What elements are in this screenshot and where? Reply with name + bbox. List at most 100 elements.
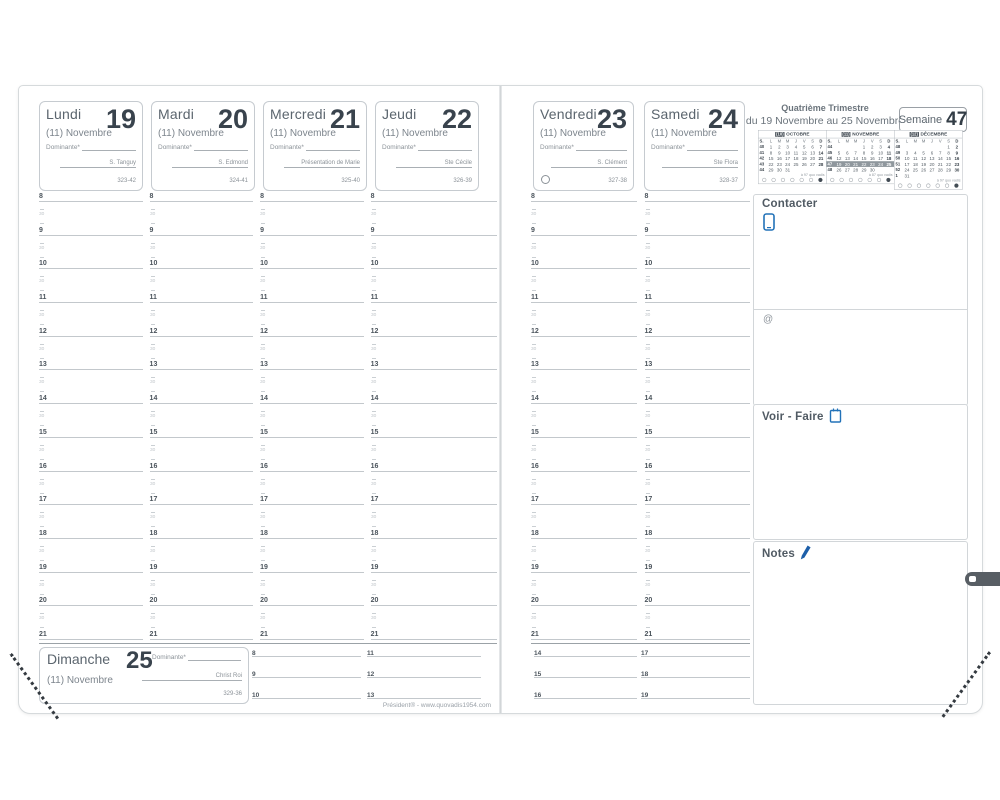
hour-label: 14 [39,395,47,403]
day-cell: 14 [853,155,859,161]
quarter-tick [150,512,155,514]
week-number: 40 [759,144,765,150]
day-cell: 23 [954,161,960,167]
moon-phase-row [895,183,963,189]
dominante-field: Dominante* [152,654,241,661]
quarter-tick [532,478,536,480]
sunday-hour-row-11: 11 [367,650,481,673]
day-cell: 24 [878,161,884,167]
hour-row-9: 9 30 [531,227,637,263]
day-cell: 7 [819,144,823,150]
saint-line [284,167,360,168]
half-hour-label: 30 [260,380,266,386]
saint-line [172,167,248,168]
half-hour-label: 30 [149,582,155,588]
hour-label: 15 [531,428,539,436]
hour-label: 19 [260,563,268,571]
calendar-week-row-40: 40 1 2 3 4 5 6 7 [759,144,827,150]
day-cell: 27 [929,167,935,173]
quarter-tick [371,276,376,278]
hour-column-lundi: 8 30 9 30 10 30 11 30 12 30 13 30 14 30 15 30 16 30 17 30 18… [39,193,143,643]
saint-name: Ste Cécile [444,160,472,166]
quarter-tick [150,444,155,446]
day-cell: 16 [954,155,960,161]
quarter-tick [40,444,44,446]
day-cell: 13 [929,155,935,161]
quarter-tick [645,290,650,292]
hour-label: 10 [370,260,379,268]
week-number: 45 [827,150,833,155]
right-page-day-headers: Vendredi 23 (11) Novembre Dominante* S. Clém… [533,101,745,191]
quarter-tick [371,357,376,359]
quarter-tick [261,223,266,224]
hour-label: 12 [260,327,268,335]
saint-of-day: S. Tanguy 323-42 [60,160,136,187]
calendar-week-row-50: 50 10 11 12 13 14 15 16 [895,155,963,161]
half-hour-label: 30 [260,616,266,622]
hour-label: 8 [149,193,154,200]
day-cell: 27 [844,167,850,173]
contacter-section: Contacter @ [753,194,968,406]
hour-label: 9 [252,671,256,678]
day-header-lundi: Lundi 19 (11) Novembre Dominante* S. Tanguy 3… [39,101,143,191]
quarter-tick [261,209,266,210]
half-hour-label: 30 [260,212,266,217]
hour-row-20: 20 30 [149,597,254,633]
day-cell: 21 [853,161,859,167]
quarter-tick [371,377,376,379]
quarter-tick [261,444,266,446]
half-hour-label: 30 [260,414,266,419]
day-month: (11) Novembre [382,127,448,139]
day-cell: 1 [769,144,773,150]
day-cell: 18 [886,155,892,161]
quarter-tick [645,310,650,312]
hour-label: 8 [260,193,264,200]
quarter-tick [40,512,44,514]
day-number: 23 [596,104,627,134]
quarter-tick [532,209,536,210]
half-hour-label: 30 [149,279,155,285]
day-number: 24 [707,104,738,134]
day-cell: 8 [769,150,773,156]
quarter-tick [150,458,155,460]
day-cell: 3 [905,150,909,156]
day-title-row: Samedi 24 [651,104,738,134]
hour-row-11: 11 30 [260,294,364,330]
hour-label: 19 [39,563,47,571]
hour-label: 16 [370,462,379,470]
day-header-mercredi: Mercredi 21 (11) Novembre Dominante* Présent… [263,101,367,191]
quarter-tick [532,276,536,278]
quarter-tick [371,579,376,581]
saint-name: S. Edmond [218,160,248,166]
half-hour-label: 30 [39,313,45,318]
quarter-tick [371,512,376,514]
quarter-tick [645,593,650,595]
quarter-tick [371,324,376,326]
hour-row-10: 10 30 [260,260,364,296]
hour-label: 14 [260,395,268,403]
day-month: (11) Novembre [540,127,606,139]
dominante-field: Dominante* [540,144,627,151]
contacter-divider [754,309,967,310]
dominante-field: Dominante* [651,144,738,151]
hour-label: 18 [260,529,268,537]
weekday-letter: M [777,138,782,144]
quarter-tick [150,478,155,480]
day-name: Mardi [158,106,195,122]
day-cell: 21 [937,161,943,167]
hour-label: 10 [39,260,47,268]
hour-label: 21 [39,630,47,638]
sunday-hour-row-14: 14 [534,650,637,673]
hour-row-16: 16 30 [531,463,637,499]
quarter-tick [371,526,376,528]
hour-column-mercredi: 8 30 9 30 10 30 11 30 12 30 13 30 14 30 15 30 16 30 17 30 18… [260,193,364,643]
half-hour-label: 30 [39,582,45,588]
half-hour-label: 30 [149,313,155,318]
moon-phase-icon [858,177,863,182]
hour-label: 17 [644,496,653,504]
half-hour-label: 30 [370,245,376,251]
hour-row-10: 10 30 [531,260,637,296]
day-title-row: Mardi 20 [158,106,248,133]
hour-label: 16 [149,462,158,470]
weekday-letter: S [947,138,950,144]
